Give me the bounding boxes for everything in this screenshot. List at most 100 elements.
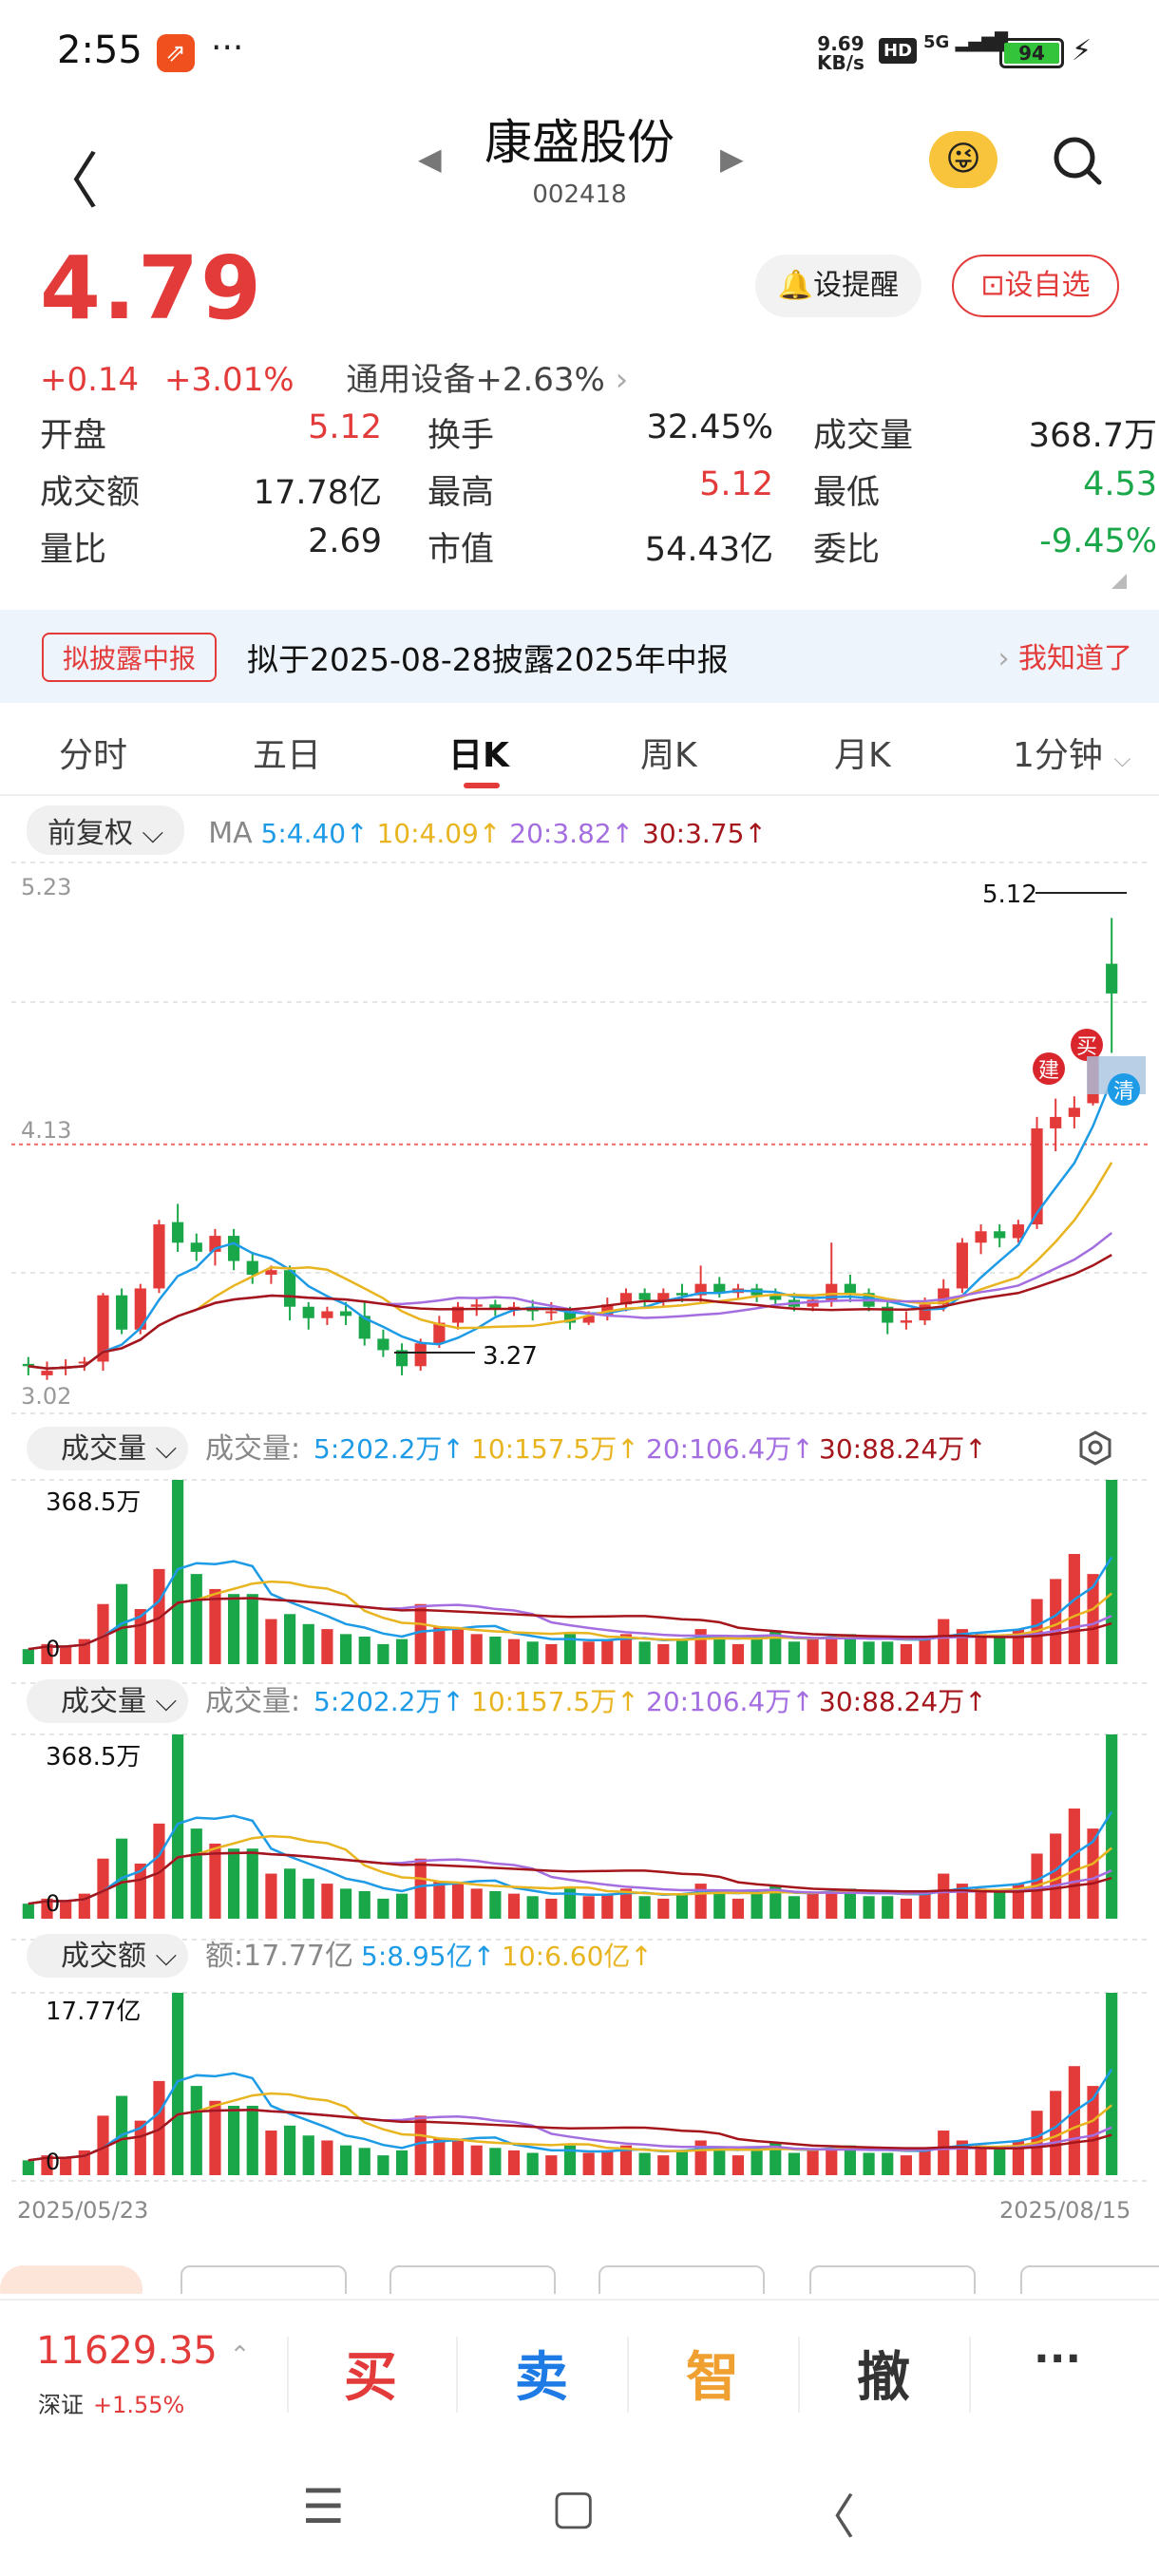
volume-bar: [41, 1643, 53, 1664]
stat-label: 委比: [813, 531, 881, 569]
tab-1min[interactable]: 1分钟 ⌵: [1013, 736, 1131, 775]
prev-stock-icon[interactable]: ◀: [418, 141, 442, 177]
index-value[interactable]: 11629.35 ⌃: [36, 2329, 251, 2373]
candle-body: [975, 1231, 987, 1243]
volume-bar: [377, 1898, 390, 1919]
chevron-right-icon: ›: [615, 361, 629, 399]
volume-bar: [414, 1858, 427, 1919]
buy-marker[interactable]: [1071, 1029, 1103, 1061]
vol2-selector[interactable]: [27, 1679, 188, 1723]
industry-link[interactable]: 通用设备+2.63% ›: [346, 361, 628, 399]
tab-weekly-k[interactable]: 周K: [640, 736, 697, 775]
more-notifications-icon: ···: [211, 28, 244, 67]
smart-button[interactable]: 智: [686, 2347, 739, 2409]
back-icon[interactable]: 〈: [38, 147, 99, 218]
tool-chip[interactable]: [809, 2265, 976, 2294]
volume-bar: [526, 1896, 539, 1919]
clear-marker[interactable]: [1108, 1073, 1140, 1106]
tab-intraday[interactable]: 分时: [59, 736, 128, 775]
volume-bar: [507, 1893, 521, 1919]
tab-daily-k[interactable]: 日K: [448, 736, 509, 775]
stat-value: 5.12: [308, 408, 382, 446]
add-favorite-button[interactable]: ⊡设自选: [952, 255, 1119, 317]
volume-bar: [844, 2145, 857, 2175]
volume-bar: [265, 1873, 277, 1919]
candle-body: [339, 1311, 352, 1316]
volume-bar: [190, 2086, 202, 2175]
tool-chip[interactable]: [1020, 2265, 1159, 2294]
settings-icon[interactable]: [1079, 1430, 1112, 1466]
mascot-icon[interactable]: 😜: [929, 131, 998, 188]
volume-bar: [60, 1646, 72, 1664]
hd-icon: HD: [879, 38, 918, 64]
stat-label: 成交量: [813, 417, 914, 455]
volume-bar: [732, 1643, 745, 1664]
search-icon[interactable]: [1050, 133, 1103, 186]
stat-label: 最低: [813, 474, 881, 512]
tool-chip[interactable]: [0, 2265, 142, 2294]
chevron-up-icon: ⌃: [229, 2341, 251, 2370]
volume-bar: [770, 2143, 782, 2175]
volume-bar: [938, 1873, 950, 1919]
volume-bar: [675, 1638, 689, 1664]
volume-bar: [358, 1637, 370, 1664]
adjust-selector[interactable]: 前复权 ⌵: [27, 805, 185, 855]
candle-body: [994, 1231, 1006, 1239]
volume-bar: [414, 2115, 427, 2175]
cancel-order-button[interactable]: 撤: [857, 2347, 910, 2409]
amount-ma10: 10:6.60亿↑: [502, 1941, 653, 1972]
volume-bar: [919, 1891, 931, 1919]
volume-bar: [60, 2157, 72, 2175]
candle-body: [358, 1316, 370, 1339]
y-axis-top-label: 5.23: [21, 874, 71, 900]
volume-bar: [489, 1891, 502, 1919]
buy-marker-label: 买: [1076, 1035, 1097, 1059]
volume-bar: [657, 1643, 670, 1664]
volume-bar: [545, 2155, 558, 2175]
volume-bar: [246, 1848, 258, 1919]
kline-chart[interactable]: 5.23 4.13 3.02 5.12 3.27 建 买 清 成交量 ⌵ 成交量…: [0, 0, 1159, 2261]
volume-bar: [153, 1823, 165, 1919]
tool-chip[interactable]: [598, 2265, 765, 2294]
volume-bar: [470, 1634, 483, 1664]
volume-bar: [358, 2148, 370, 2175]
high-marker-label: 5.12: [982, 881, 1037, 909]
expand-corner-icon[interactable]: [1112, 574, 1127, 589]
tab-five-day[interactable]: 五日: [253, 736, 322, 775]
amount-y-max: 17.77亿: [46, 1998, 141, 2026]
date-start: 2025/05/23: [17, 2197, 148, 2224]
amount-selector[interactable]: [27, 1934, 188, 1978]
volume-bar: [882, 1896, 894, 1919]
candle-body: [433, 1322, 446, 1344]
acknowledge-button[interactable]: › 我知道了: [998, 635, 1132, 676]
tool-chip[interactable]: [390, 2265, 556, 2294]
ma-label: MA: [208, 817, 253, 850]
volume-bar: [228, 1594, 240, 1664]
home-icon[interactable]: ▢: [551, 2479, 597, 2534]
ma-legend: 前复权 ⌵ MA 5:4.40↑ 10:4.09↑ 20:3.82↑ 30:3.…: [27, 805, 767, 855]
vol1-ma20: 20:106.4万↑: [646, 1433, 814, 1465]
next-stock-icon[interactable]: ▶: [720, 141, 744, 177]
vol1-selector[interactable]: [27, 1427, 188, 1470]
menu-icon[interactable]: ☰: [302, 2479, 345, 2534]
build-marker[interactable]: [1033, 1052, 1065, 1085]
change-pct: +3.01%: [164, 361, 294, 399]
buy-button[interactable]: 买: [344, 2347, 397, 2409]
tool-chips-row: [0, 2265, 1159, 2294]
volume-bar: [489, 1637, 502, 1664]
volume-bar: [22, 2160, 34, 2175]
sell-button[interactable]: 卖: [515, 2347, 568, 2409]
stock-code: 002418: [532, 180, 627, 209]
tool-chip[interactable]: [180, 2265, 347, 2294]
candle-body: [638, 1293, 651, 1300]
volume-bar: [283, 1868, 296, 1919]
stat-value: 32.45%: [646, 408, 773, 446]
back-nav-icon[interactable]: 〈: [808, 2490, 855, 2545]
stats-row: 开盘 5.12 换手 32.45% 成交量 368.7万: [40, 408, 1157, 465]
volume-bar: [451, 2140, 465, 2175]
net-speed: 9.69 KB/s: [817, 32, 864, 74]
volume-bar: [153, 1568, 165, 1664]
set-alert-button[interactable]: 🔔设提醒: [755, 255, 922, 317]
more-icon[interactable]: ···: [1034, 2335, 1082, 2383]
tab-monthly-k[interactable]: 月K: [834, 736, 891, 775]
